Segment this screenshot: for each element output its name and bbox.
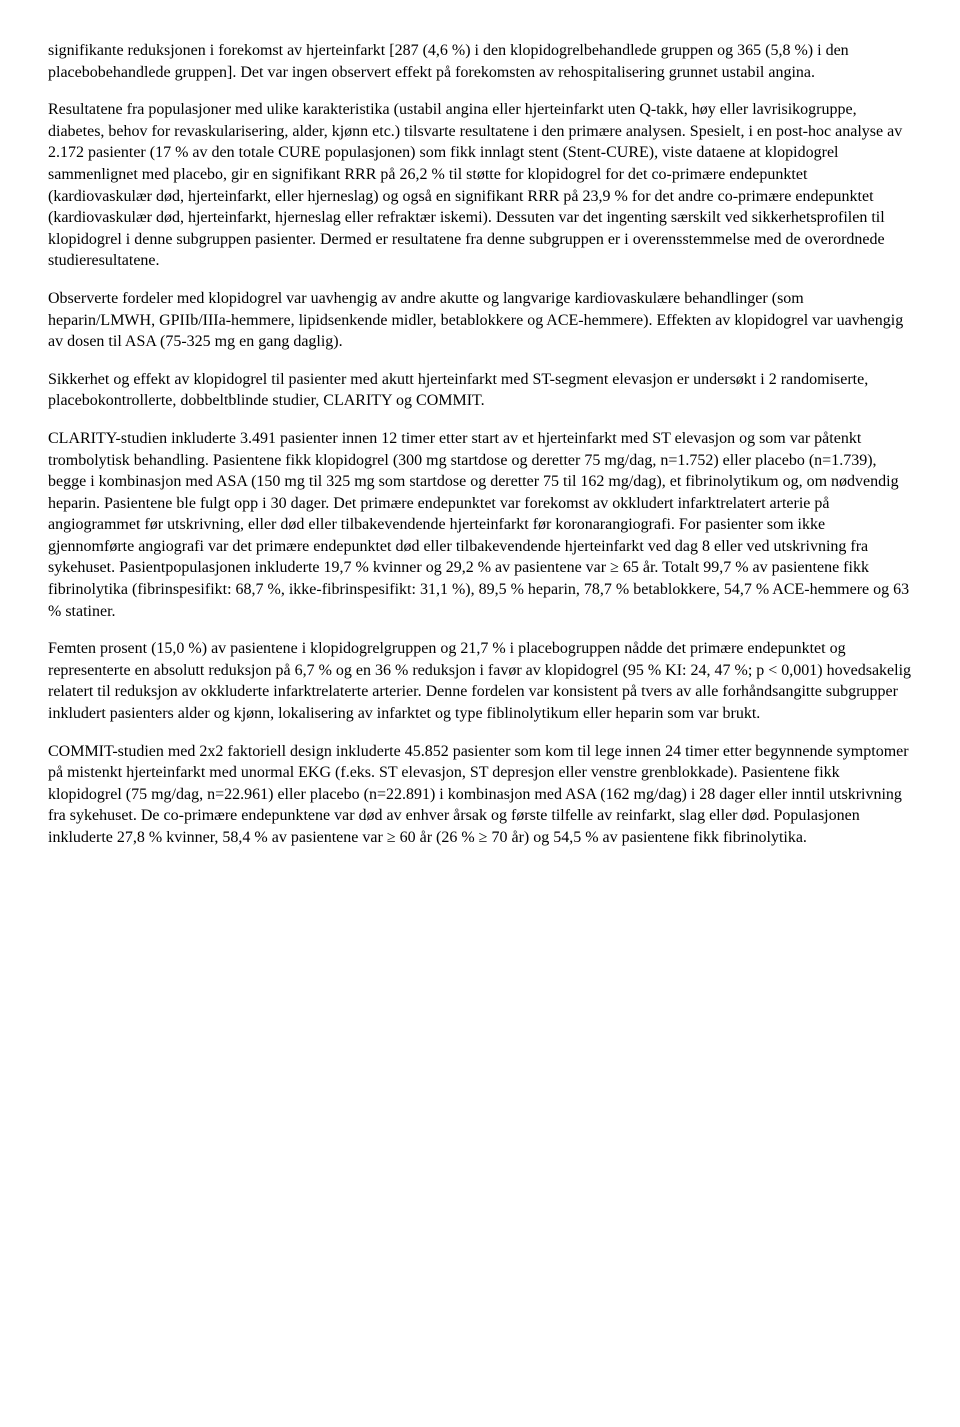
paragraph-6: Femten prosent (15,0 %) av pasientene i …: [48, 638, 912, 724]
paragraph-4: Sikkerhet og effekt av klopidogrel til p…: [48, 369, 912, 412]
paragraph-2: Resultatene fra populasjoner med ulike k…: [48, 99, 912, 272]
paragraph-7: COMMIT-studien med 2x2 faktoriell design…: [48, 741, 912, 849]
paragraph-1: signifikante reduksjonen i forekomst av …: [48, 40, 912, 83]
paragraph-3: Observerte fordeler med klopidogrel var …: [48, 288, 912, 353]
paragraph-5: CLARITY-studien inkluderte 3.491 pasient…: [48, 428, 912, 622]
